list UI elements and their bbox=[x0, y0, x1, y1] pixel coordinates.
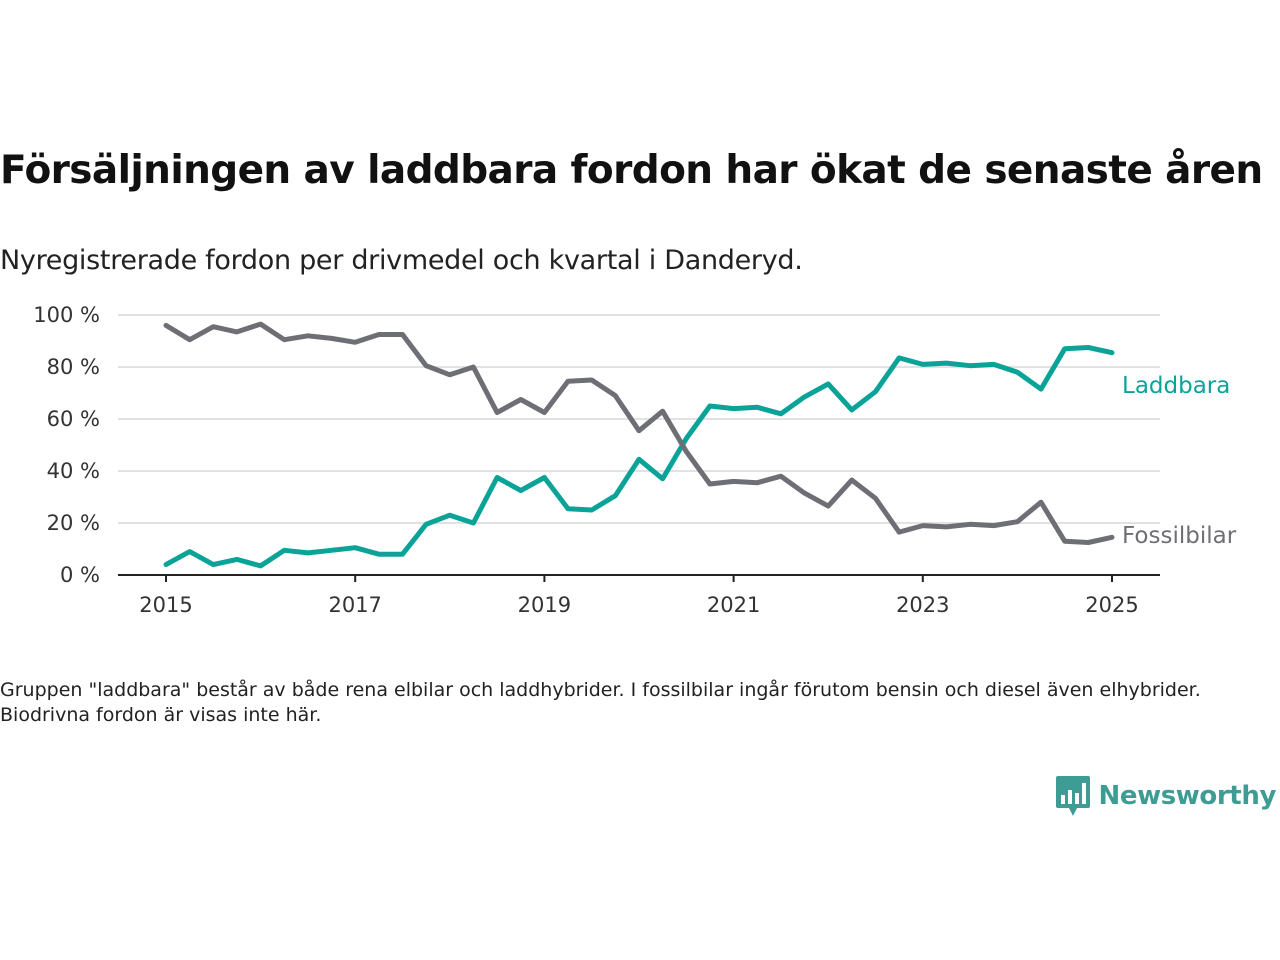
series-line-fossilbilar bbox=[163, 321, 1115, 545]
x-tick-label: 2021 bbox=[707, 593, 760, 617]
x-tick-label: 2015 bbox=[139, 593, 192, 617]
x-tick-label: 2023 bbox=[896, 593, 949, 617]
x-axis: 2015 2017 2019 2021 2023 2025 bbox=[118, 574, 1160, 617]
x-tick-label: 2025 bbox=[1085, 593, 1138, 617]
series-line-laddbara bbox=[163, 345, 1115, 569]
y-tick-label: 40 % bbox=[47, 459, 100, 483]
y-tick-label: 80 % bbox=[47, 355, 100, 379]
y-tick-label: 60 % bbox=[47, 407, 100, 431]
chart-subtitle: Nyregistrerade fordon per drivmedel och … bbox=[0, 245, 803, 276]
y-axis-tick-labels: 0 % 20 % 40 % 60 % 80 % 100 % bbox=[33, 303, 100, 587]
series-label-fossilbilar: Fossilbilar bbox=[1122, 523, 1237, 549]
chart-footnote: Gruppen "laddbara" består av både rena e… bbox=[0, 679, 1201, 726]
series-labels: Laddbara Fossilbilar bbox=[1122, 373, 1237, 549]
newsworthy-bar-chart-logo-icon bbox=[1055, 776, 1090, 816]
x-tick-label: 2019 bbox=[518, 593, 571, 617]
gridlines bbox=[118, 314, 1160, 524]
y-tick-label: 20 % bbox=[47, 511, 100, 535]
newsworthy-logo[interactable]: Newsworthy bbox=[1055, 776, 1277, 816]
x-tick-label: 2017 bbox=[328, 593, 381, 617]
series-lines bbox=[163, 321, 1115, 569]
y-tick-label: 0 % bbox=[60, 563, 100, 587]
line-chart: 0 % 20 % 40 % 60 % 80 % 100 % 2015 2017 2019 202… bbox=[33, 303, 1237, 617]
series-label-laddbara: Laddbara bbox=[1122, 373, 1230, 399]
brand-name: Newsworthy bbox=[1098, 781, 1277, 811]
y-tick-label: 100 % bbox=[33, 303, 100, 327]
chart-title: Försäljningen av laddbara fordon har öka… bbox=[0, 148, 1263, 193]
